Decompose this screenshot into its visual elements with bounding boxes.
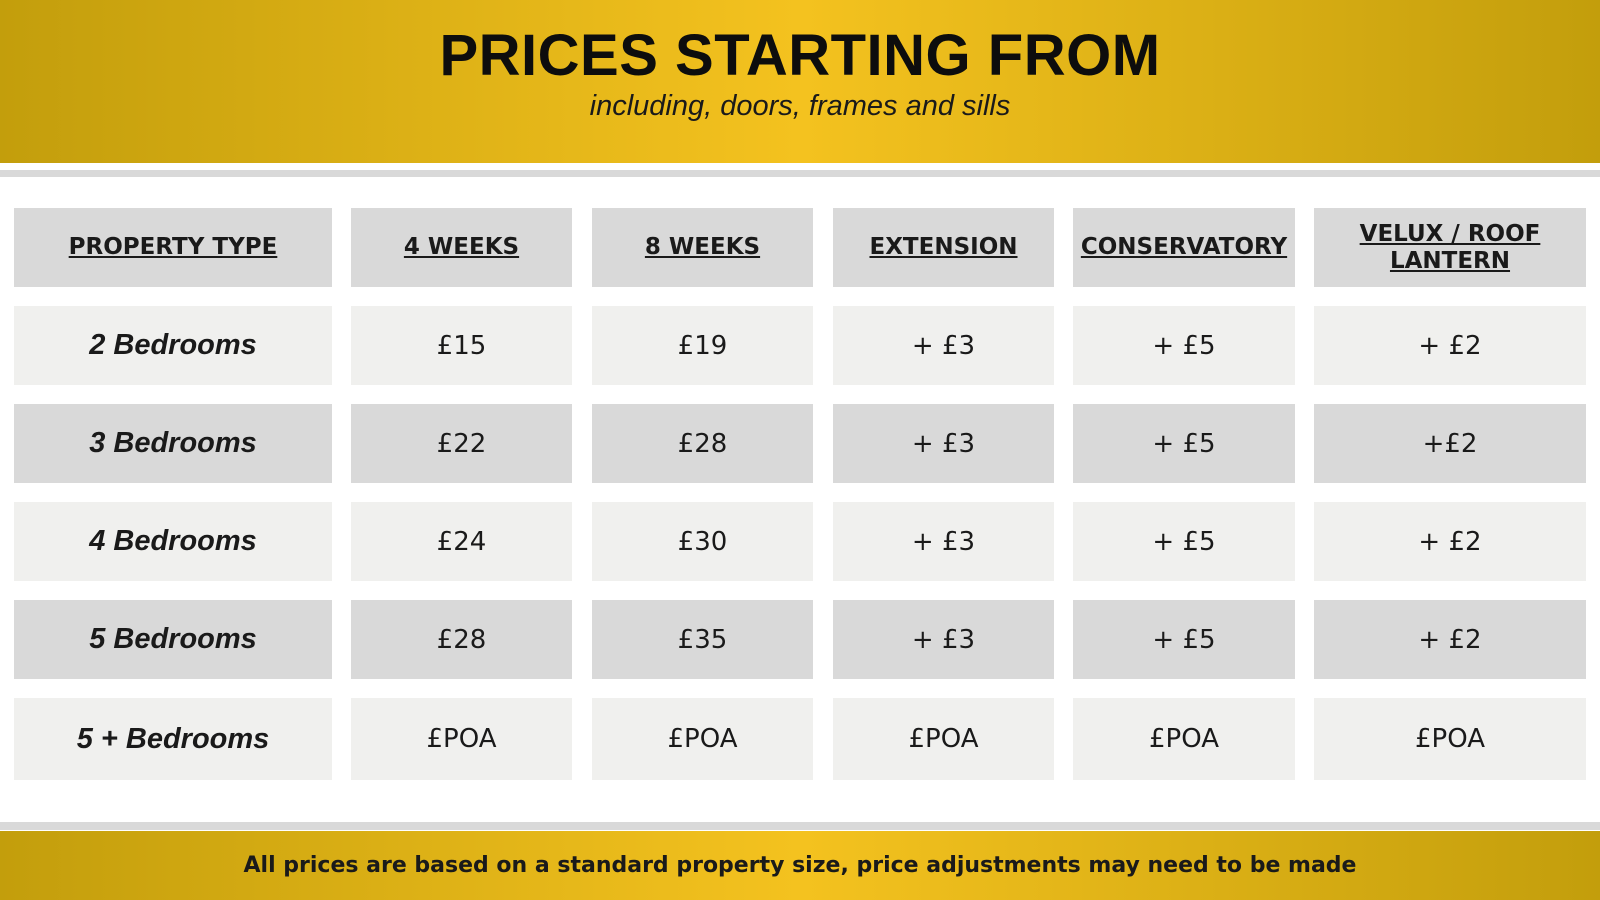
title: PRICES STARTING FROM xyxy=(439,23,1161,88)
price-cell: + £2 xyxy=(1314,306,1586,385)
divider xyxy=(0,170,1600,177)
price-cell: £19 xyxy=(592,306,813,385)
price-cell: + £2 xyxy=(1314,600,1586,679)
price-cell: £35 xyxy=(592,600,813,679)
column-header: EXTENSION xyxy=(833,208,1054,287)
row-label: 5 + Bedrooms xyxy=(14,698,332,780)
price-cell: + £3 xyxy=(833,404,1054,483)
row-label: 2 Bedrooms xyxy=(14,306,332,385)
price-cell: +£2 xyxy=(1314,404,1586,483)
column-header: VELUX / ROOF LANTERN xyxy=(1314,208,1586,287)
row-label: 5 Bedrooms xyxy=(14,600,332,679)
price-cell: £POA xyxy=(351,698,572,780)
price-cell: + £5 xyxy=(1073,306,1295,385)
price-cell: £POA xyxy=(592,698,813,780)
price-cell: + £3 xyxy=(833,306,1054,385)
price-cell: + £5 xyxy=(1073,502,1295,581)
price-cell: £28 xyxy=(351,600,572,679)
price-cell: £POA xyxy=(1073,698,1295,780)
header-band xyxy=(0,0,1600,163)
price-cell: + £3 xyxy=(833,600,1054,679)
price-cell: £POA xyxy=(833,698,1054,780)
subtitle: including, doors, frames and sills xyxy=(589,90,1011,122)
row-label: 3 Bedrooms xyxy=(14,404,332,483)
price-cell: + £5 xyxy=(1073,404,1295,483)
price-cell: + £5 xyxy=(1073,600,1295,679)
price-cell: + £3 xyxy=(833,502,1054,581)
price-cell: £30 xyxy=(592,502,813,581)
column-header: 8 WEEKS xyxy=(592,208,813,287)
divider xyxy=(0,822,1600,830)
price-cell: £28 xyxy=(592,404,813,483)
footer-band xyxy=(0,831,1600,900)
column-header: CONSERVATORY xyxy=(1073,208,1295,287)
price-cell: + £2 xyxy=(1314,502,1586,581)
price-cell: £22 xyxy=(351,404,572,483)
footer-note: All prices are based on a standard prope… xyxy=(243,853,1357,878)
price-cell: £POA xyxy=(1314,698,1586,780)
price-cell: £15 xyxy=(351,306,572,385)
row-label: 4 Bedrooms xyxy=(14,502,332,581)
column-header: 4 WEEKS xyxy=(351,208,572,287)
column-header: PROPERTY TYPE xyxy=(14,208,332,287)
price-cell: £24 xyxy=(351,502,572,581)
